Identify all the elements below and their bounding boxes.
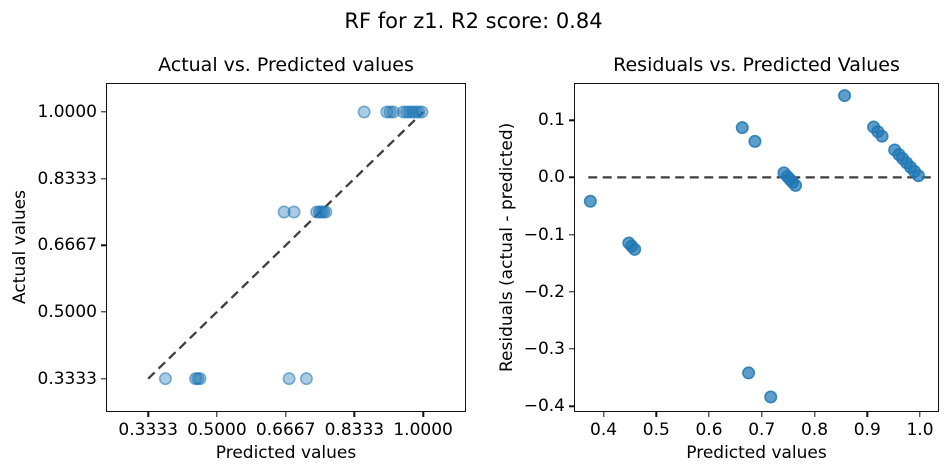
data-point [287,205,301,219]
x-tick-mark [422,412,424,417]
x-tick-label: 0.3333 [118,420,178,440]
plot-title: Residuals vs. Predicted Values [613,54,900,76]
y-tick-mark [569,176,574,179]
data-point [742,366,756,380]
scatter-canvas [583,89,935,404]
y-tick-label: 0.0 [537,167,565,188]
x-tick-label: 0.6667 [255,420,316,440]
scatter-canvas [147,105,429,386]
y-tick-label: −0.3 [523,339,565,360]
y-tick-label: 0.6667 [37,235,97,256]
data-point [282,372,296,386]
left-plot-actual-vs-predicted: Actual vs. Predicted values Predicted va… [10,54,466,463]
y-axis-label: Actual values [10,190,30,305]
data-point [735,121,749,135]
data-point [357,105,371,119]
x-tick-mark [708,412,710,417]
data-point [158,372,172,386]
data-point [764,390,778,404]
data-point [380,105,394,119]
y-tick-label: 0.1 [537,110,565,131]
x-tick-label: 0.5 [642,420,670,440]
y-tick-label: 0.8333 [37,168,97,189]
x-tick-mark [216,412,218,417]
plot-title: Actual vs. Predicted values [158,54,414,76]
data-point [193,372,207,386]
y-axis-label: Residuals (actual - predicted) [497,122,517,373]
x-tick-mark [866,412,868,417]
x-axis-label: Predicted values [686,443,827,463]
plot-frame [106,83,466,412]
y-tick-mark [101,377,106,380]
y-tick-mark [569,291,574,293]
y-tick-label: 0.5000 [37,302,97,322]
y-tick-label: 1.0000 [37,102,97,122]
y-tick-label: −0.2 [523,281,565,302]
x-tick-mark [919,412,921,417]
data-point [386,105,400,119]
x-tick-label: 0.6 [695,420,723,440]
x-tick-label: 0.7 [748,420,776,440]
x-tick-mark [813,412,816,417]
x-tick-label: 0.5000 [187,420,247,440]
y-tick-label: −0.1 [523,224,565,245]
data-point [319,205,333,219]
data-point [628,242,642,256]
plot-frame [574,83,939,412]
x-tick-mark [655,412,657,417]
data-point [383,105,397,119]
x-tick-label: 0.9 [853,420,881,440]
x-tick-mark [761,412,763,417]
data-point [789,178,803,192]
y-tick-label: 0.3333 [37,368,97,389]
figure-suptitle: RF for z1. R2 score: 0.84 [344,9,603,33]
x-tick-mark [602,412,605,417]
x-tick-label: 0.8333 [324,420,385,440]
y-tick-mark [101,311,106,313]
x-tick-label: 1.0000 [393,420,453,440]
x-tick-mark [284,412,287,417]
y-tick-mark [569,348,574,350]
x-tick-label: 1.0 [906,420,934,440]
data-point [748,134,762,148]
x-tick-label: 0.4 [590,420,618,440]
x-tick-mark [147,412,149,417]
data-point [277,205,291,219]
right-plot-residuals-vs-predicted: Residuals vs. Predicted Values Predicted… [497,54,939,463]
y-tick-mark [101,111,106,113]
data-point [583,194,597,208]
data-point [838,89,852,103]
data-point [415,105,429,119]
data-point [875,129,889,143]
data-point [911,169,925,183]
y-tick-mark [101,177,106,180]
y-tick-label: −0.4 [523,396,565,417]
y-tick-mark [101,244,106,247]
data-point [299,372,313,386]
x-axis-label: Predicted values [215,443,357,463]
y-tick-mark [569,405,574,407]
y-tick-mark [569,233,574,236]
x-tick-mark [353,412,356,417]
y-tick-mark [569,119,574,121]
dashed-reference-line [147,111,424,380]
x-tick-label: 0.8 [800,420,829,440]
